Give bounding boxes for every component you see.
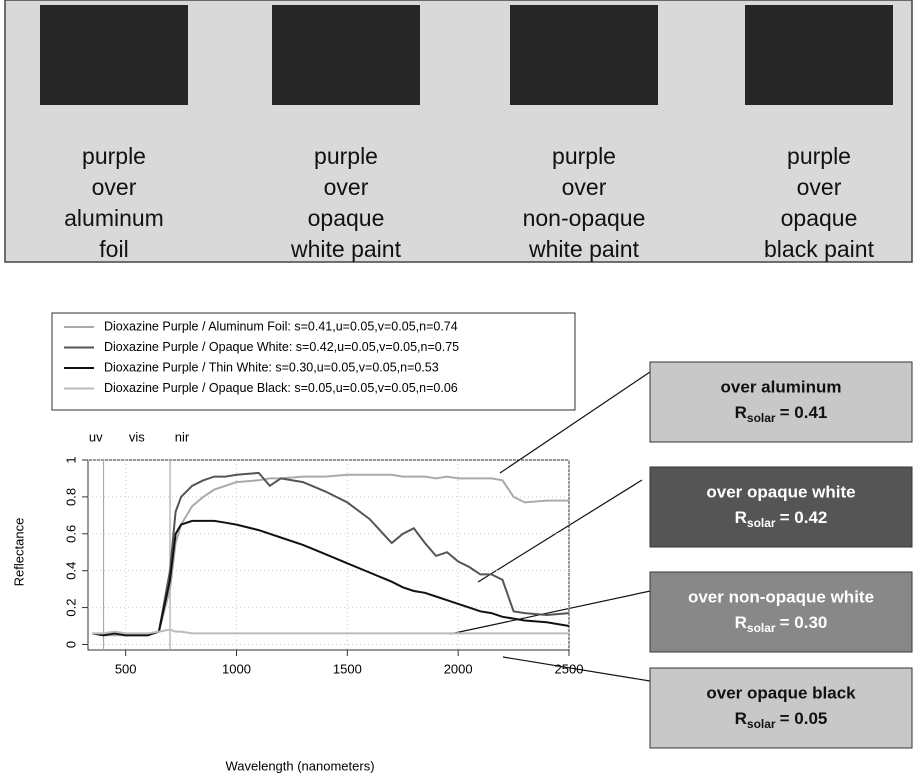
sample-label: aluminum (64, 205, 164, 231)
callout-text: = 0.41 (780, 403, 828, 422)
callout-title: over opaque black (706, 683, 856, 702)
sample-label: purple (552, 143, 616, 169)
sample-swatch (510, 5, 658, 105)
sample-label: over (562, 174, 607, 200)
x-tick-label: 1000 (222, 661, 251, 676)
pointer (477, 479, 643, 583)
callout-text: = 0.42 (780, 508, 828, 527)
sample-label: black paint (764, 236, 875, 262)
callout-title: over aluminum (721, 377, 842, 396)
pointer (449, 589, 656, 635)
region-label: nir (175, 429, 190, 444)
y-axis-title: Reflectance (11, 518, 26, 587)
callout-value: Rsolar = 0.05 (735, 709, 828, 731)
y-tick-label: 0.6 (63, 525, 78, 543)
callout-subscript: solar (747, 411, 776, 425)
callout-symbol: R (735, 508, 747, 527)
y-tick-label: 0 (63, 641, 78, 648)
x-axis-title: Wavelength (nanometers) (225, 758, 374, 773)
legend-label: Dioxazine Purple / Thin White: s=0.30,u=… (104, 360, 439, 374)
callout-symbol: R (735, 613, 747, 632)
x-tick-label: 1500 (333, 661, 362, 676)
x-tick-label: 2000 (444, 661, 473, 676)
sample-label: non-opaque (523, 205, 646, 231)
callout-value: Rsolar = 0.42 (735, 508, 828, 530)
sample-label: opaque (781, 205, 858, 231)
y-tick-label: 0.4 (63, 562, 78, 580)
x-tick-label: 2500 (555, 661, 584, 676)
sample-label: purple (787, 143, 851, 169)
sample-label: over (92, 174, 137, 200)
callout-symbol: R (735, 403, 747, 422)
callout-title: over non-opaque white (688, 587, 874, 606)
sample-label: purple (82, 143, 146, 169)
callout-box (649, 571, 913, 653)
series-line (92, 628, 569, 635)
y-tick-label: 1 (63, 456, 78, 463)
callout-box (649, 466, 913, 548)
pointer (499, 371, 651, 474)
callout-box (649, 667, 913, 749)
y-tick-label: 0.2 (63, 599, 78, 617)
x-tick-label: 500 (115, 661, 137, 676)
sample-label: over (797, 174, 842, 200)
region-label: vis (129, 429, 145, 444)
callout-text: = 0.30 (780, 613, 828, 632)
sample-swatch (272, 5, 420, 105)
sample-label: foil (99, 236, 128, 262)
callout-value: Rsolar = 0.30 (735, 613, 828, 635)
sample-swatch (745, 5, 893, 105)
callout-value: Rsolar = 0.41 (735, 403, 828, 425)
callout-title: over opaque white (706, 482, 855, 501)
y-tick-label: 0.8 (63, 488, 78, 506)
callout-box (649, 361, 913, 443)
callout-text: = 0.05 (780, 709, 828, 728)
sample-swatch (40, 5, 188, 105)
legend-box (51, 312, 576, 411)
legend-label: Dioxazine Purple / Opaque White: s=0.42,… (104, 340, 459, 354)
sample-label: white paint (528, 236, 640, 262)
callout-subscript: solar (747, 516, 776, 530)
callout-symbol: R (735, 709, 747, 728)
sample-label: opaque (308, 205, 385, 231)
sample-label: over (324, 174, 369, 200)
pointer (502, 656, 651, 682)
legend-label: Dioxazine Purple / Aluminum Foil: s=0.41… (104, 319, 458, 333)
callout-subscript: solar (747, 621, 776, 635)
sample-label: purple (314, 143, 378, 169)
sample-label: white paint (290, 236, 402, 262)
legend-label: Dioxazine Purple / Opaque Black: s=0.05,… (104, 381, 458, 395)
region-label: uv (89, 429, 103, 444)
pointer-lines (449, 371, 656, 682)
callout-subscript: solar (747, 717, 776, 731)
